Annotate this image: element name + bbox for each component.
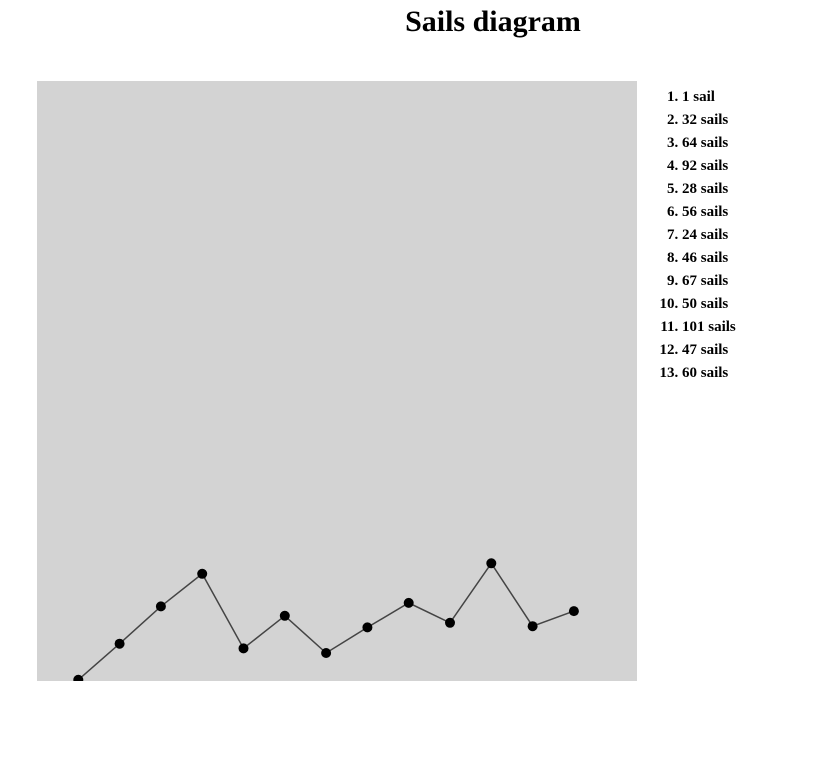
sails-list: 1 sail32 sails64 sails92 sails28 sails56…: [682, 86, 736, 385]
legend-item: 32 sails: [682, 109, 736, 132]
legend-item: 50 sails: [682, 293, 736, 316]
legend-item: 56 sails: [682, 201, 736, 224]
data-point: [568, 606, 579, 617]
legend-item: 28 sails: [682, 178, 736, 201]
data-point: [279, 610, 290, 621]
legend-item: 24 sails: [682, 224, 736, 247]
chart-area: [37, 81, 637, 681]
line-chart: [37, 81, 637, 681]
legend-item: 67 sails: [682, 270, 736, 293]
data-point: [238, 643, 249, 654]
legend-item: 47 sails: [682, 339, 736, 362]
data-point: [362, 622, 373, 633]
page-title: Sails diagram: [405, 5, 581, 38]
legend-item: 101 sails: [682, 316, 736, 339]
legend-item: 60 sails: [682, 362, 736, 385]
legend-item: 1 sail: [682, 86, 736, 109]
data-point: [73, 674, 84, 681]
data-point: [155, 601, 166, 612]
data-point: [403, 597, 414, 608]
data-point: [486, 558, 497, 569]
legend-item: 46 sails: [682, 247, 736, 270]
legend-item: 64 sails: [682, 132, 736, 155]
legend-item: 92 sails: [682, 155, 736, 178]
data-point: [114, 638, 125, 649]
plot-background: [37, 81, 637, 681]
data-point: [321, 648, 332, 658]
data-point: [445, 617, 455, 628]
data-point: [527, 621, 538, 632]
data-point: [197, 568, 208, 579]
series-layer: [73, 558, 579, 681]
